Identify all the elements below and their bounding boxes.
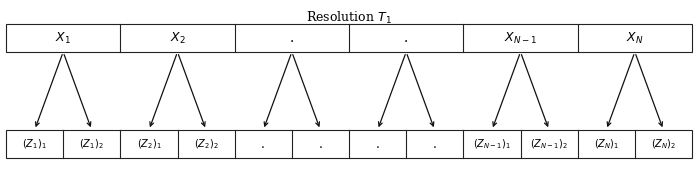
Text: .: . [433, 137, 437, 151]
Text: $(Z_{N-1})_2$: $(Z_{N-1})_2$ [530, 137, 568, 151]
Text: $X_2$: $X_2$ [170, 30, 186, 46]
Text: Resolution $T_1$: Resolution $T_1$ [306, 10, 392, 26]
Text: .: . [261, 137, 265, 151]
Text: $X_{N-1}$: $X_{N-1}$ [504, 30, 537, 46]
Text: $(Z_1)_1$: $(Z_1)_1$ [22, 137, 47, 151]
Text: $(Z_2)_1$: $(Z_2)_1$ [137, 137, 161, 151]
Text: .: . [376, 137, 380, 151]
Text: $(Z_N)_2$: $(Z_N)_2$ [651, 137, 676, 151]
Bar [6, 130, 692, 158]
Text: .: . [318, 137, 322, 151]
Text: $(Z_N)_1$: $(Z_N)_1$ [593, 137, 619, 151]
Bar [6, 24, 692, 52]
Text: $(Z_1)_2$: $(Z_1)_2$ [80, 137, 104, 151]
Text: $(Z_{N-1})_1$: $(Z_{N-1})_1$ [473, 137, 511, 151]
Text: .: . [404, 31, 408, 45]
Text: $(Z_2)_2$: $(Z_2)_2$ [194, 137, 218, 151]
Text: $X_N$: $X_N$ [626, 30, 644, 46]
Text: .: . [290, 31, 294, 45]
Text: $X_1$: $X_1$ [55, 30, 71, 46]
